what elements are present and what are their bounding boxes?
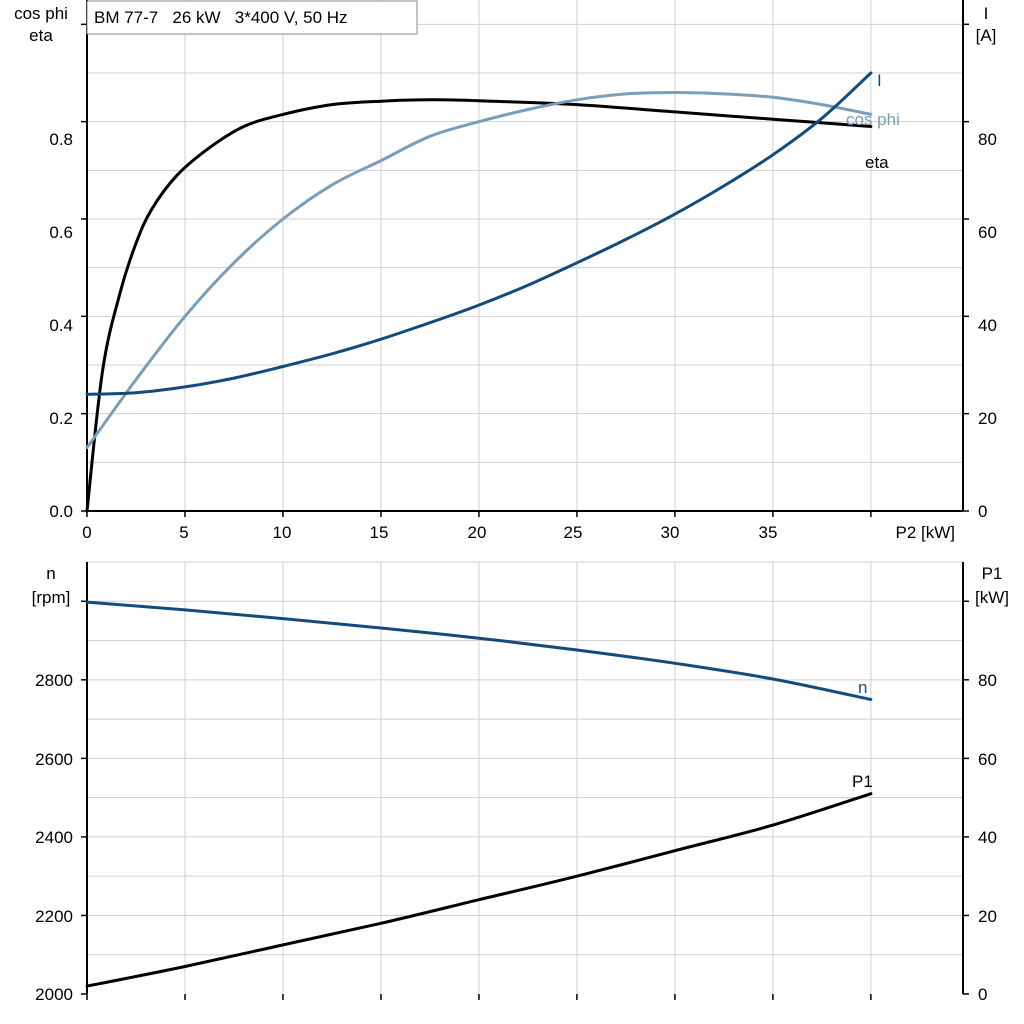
left-axis-title-eta: eta (29, 26, 53, 45)
x-axis-label: P2 [kW] (895, 523, 955, 542)
bottom-panel-grid (87, 561, 963, 994)
bottom-panel-curves (85, 600, 873, 988)
p1-tick-label-80: 80 (978, 671, 997, 690)
p1-tick-label-20: 20 (978, 907, 997, 926)
x-tick-label-0: 0 (82, 523, 91, 542)
series-line-i (85, 71, 873, 396)
chart-title-box (86, 0, 418, 35)
p1-tick-label-40: 40 (978, 828, 997, 847)
x-tick-label-5: 5 (179, 523, 188, 542)
p1-tick-label-60: 60 (978, 750, 997, 769)
left-axis-title-rpm: [rpm] (32, 588, 71, 607)
left-tick-label-0.6: 0.6 (49, 223, 73, 242)
rpm-tick-label-2400: 2400 (35, 828, 73, 847)
curve-label-n: n (858, 678, 867, 697)
x-tick-label-25: 25 (564, 523, 583, 542)
x-tick-label-35: 35 (759, 523, 778, 542)
right-tick-label-20: 20 (978, 409, 997, 428)
right-tick-label-0: 0 (978, 502, 987, 521)
right-axis-title-unit: [A] (976, 26, 997, 45)
left-tick-label-0.0: 0.0 (49, 502, 73, 521)
p1-tick-label-0: 0 (978, 985, 987, 1004)
right-axis-title-i: I (984, 4, 989, 23)
left-axis-title-n: n (46, 564, 55, 583)
top-panel-grid (87, 0, 963, 511)
right-tick-label-80: 80 (978, 130, 997, 149)
curve-label-p1: P1 (852, 772, 873, 791)
left-tick-label-0.4: 0.4 (49, 316, 73, 335)
series-line-cos-phi (85, 91, 873, 450)
x-tick-label-20: 20 (468, 523, 487, 542)
rpm-tick-label-2000: 2000 (35, 985, 73, 1004)
right-axis-title-p1: P1 (982, 564, 1003, 583)
rpm-tick-label-2600: 2600 (35, 750, 73, 769)
x-tick-label-15: 15 (370, 523, 389, 542)
series-line-n (85, 600, 873, 701)
left-axis-title-cosphi: cos phi (14, 4, 68, 23)
right-tick-label-60: 60 (978, 223, 997, 242)
chart-title: BM 77-7 26 kW 3*400 V, 50 Hz (94, 8, 348, 27)
rpm-tick-label-2800: 2800 (35, 671, 73, 690)
top-panel: 0 5 10 15 20 25 30 35 P2 [kW] 0.0 0.2 0.… (14, 0, 997, 542)
series-line-p1 (85, 792, 873, 988)
x-tick-label-30: 30 (661, 523, 680, 542)
left-tick-label-0.2: 0.2 (49, 409, 73, 428)
bottom-panel: 2000 2200 2400 2600 2800 0 20 40 60 80 n… (32, 561, 1009, 1004)
left-tick-label-0.8: 0.8 (49, 130, 73, 149)
bottom-panel-ticks (81, 600, 969, 1000)
rpm-tick-label-2200: 2200 (35, 907, 73, 926)
top-panel-curves (85, 71, 873, 513)
top-panel-ticks (81, 23, 969, 517)
curve-label-i: I (877, 71, 882, 90)
curve-label-cosphi: cos phi (846, 110, 900, 129)
x-tick-label-10: 10 (273, 523, 292, 542)
right-tick-label-40: 40 (978, 316, 997, 335)
curve-label-eta: eta (865, 153, 889, 172)
series-line-eta (85, 98, 873, 513)
right-axis-title-kw: [kW] (975, 588, 1009, 607)
